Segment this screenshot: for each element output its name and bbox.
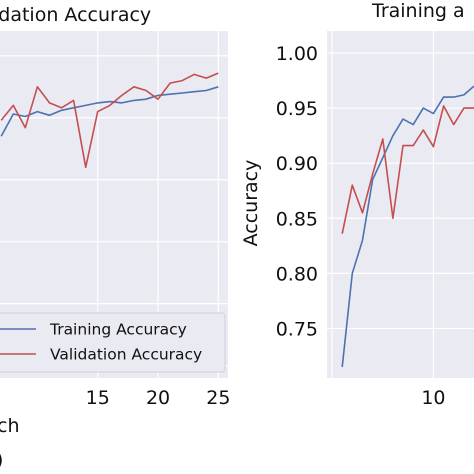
left-x-tick-labels: 15 20 25: [86, 387, 231, 409]
left-legend: Training Accuracy Validation Accuracy: [0, 312, 226, 373]
left-panel: idation Accuracy 15 20 25 ch ) Training Ac…: [0, 4, 230, 471]
right-x-tick-label-0: 10: [421, 387, 445, 409]
right-y-tick-label-3: 0.90: [276, 153, 318, 175]
left-series-line-validation: [0, 72, 219, 169]
left-x-tick-label-0: 15: [86, 387, 110, 409]
right-y-tick-label-4: 0.95: [276, 98, 318, 120]
right-panel: Training a 0.75 0.80 0.85 0.90 0.95 1.00 10 A…: [240, 0, 474, 409]
legend-box: [0, 312, 226, 373]
left-x-tick-label-2: 25: [206, 387, 230, 409]
right-x-tick-labels: 10: [421, 387, 445, 409]
right-y-axis-label: Accuracy: [240, 160, 262, 247]
right-y-tick-labels: 0.75 0.80 0.85 0.90 0.95 1.00: [276, 43, 318, 340]
left-x-tick-label-1: 20: [146, 387, 170, 409]
right-plot-title: Training a: [371, 0, 465, 22]
left-series-line-training: [0, 86, 219, 137]
legend-label-validation: Validation Accuracy: [50, 346, 202, 364]
right-y-tick-label-0: 0.75: [276, 318, 318, 340]
left-x-axis-label: ch: [0, 415, 20, 437]
left-bottom-note: ): [0, 449, 3, 471]
right-lines: [341, 85, 474, 368]
legend-label-training: Training Accuracy: [49, 321, 187, 339]
right-series-line-training: [341, 85, 474, 368]
right-y-tick-label-1: 0.80: [276, 263, 318, 285]
right-y-tick-label-5: 1.00: [276, 43, 318, 65]
right-series-line-validation: [341, 105, 474, 234]
left-plot-title: idation Accuracy: [0, 4, 151, 26]
right-y-tick-label-2: 0.85: [276, 208, 318, 230]
right-plot-area: [327, 31, 474, 378]
left-lines: [0, 72, 219, 169]
